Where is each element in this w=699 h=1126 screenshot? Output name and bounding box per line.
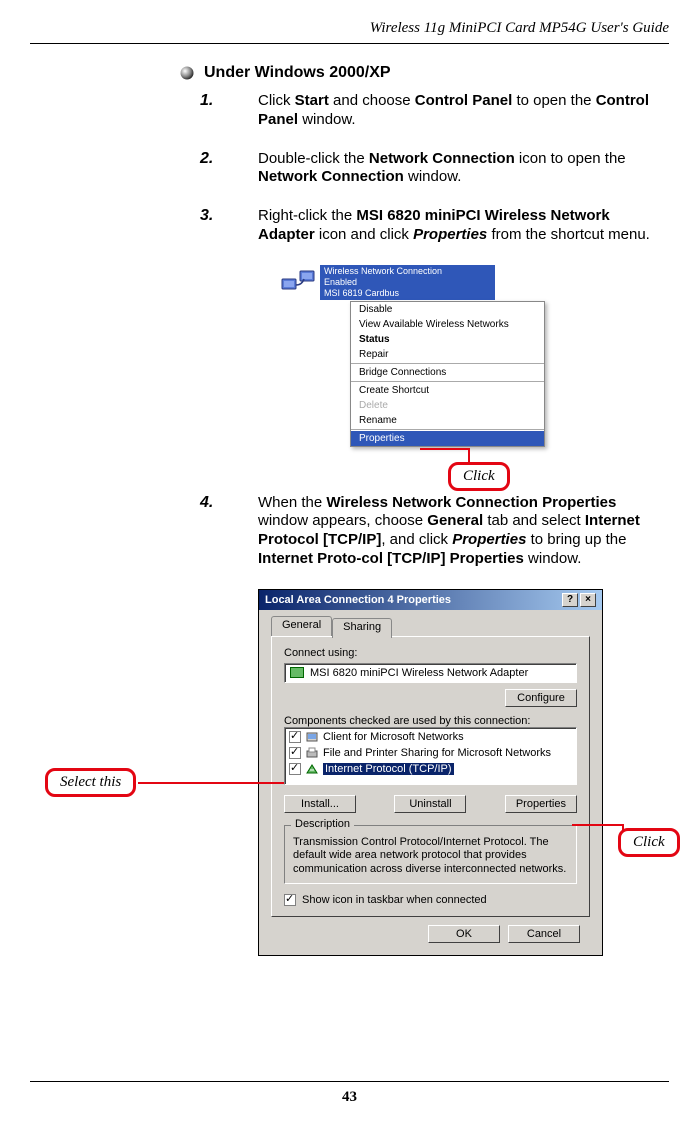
step-1: 1. Click Start and choose Control Panel … — [200, 92, 659, 130]
header-title: Wireless 11g MiniPCI Card MP54G User's G… — [0, 0, 699, 43]
menu-item-properties[interactable]: Properties — [351, 431, 544, 446]
checkbox-icon[interactable] — [289, 747, 301, 759]
components-label: Components checked are used by this conn… — [284, 715, 577, 727]
menu-item-repair[interactable]: Repair — [351, 347, 544, 362]
step-3: 3. Right-click the MSI 6820 miniPCI Wire… — [200, 207, 659, 245]
tabs: General Sharing — [271, 616, 590, 636]
description-label: Description — [291, 818, 354, 830]
step-body: When the Wireless Network Connection Pro… — [258, 494, 659, 569]
step-num: 3. — [200, 207, 218, 245]
ok-button[interactable]: OK — [428, 925, 500, 943]
tab-general[interactable]: General — [271, 616, 332, 636]
help-button[interactable]: ? — [562, 593, 578, 607]
footer-rule — [30, 1081, 669, 1082]
step-num: 1. — [200, 92, 218, 130]
menu-item-status[interactable]: Status — [351, 332, 544, 347]
properties-dialog-figure: Local Area Connection 4 Properties ? × G… — [258, 589, 603, 956]
menu-item-delete: Delete — [351, 398, 544, 413]
component-tcpip[interactable]: Internet Protocol (TCP/IP) — [287, 761, 574, 777]
menu-item-view-networks[interactable]: View Available Wireless Networks — [351, 317, 544, 332]
description-group: Description Transmission Control Protoco… — [284, 825, 577, 884]
menu-separator — [351, 429, 544, 430]
step-body: Double-click the Network Connection icon… — [258, 150, 659, 188]
dialog-footer: OK Cancel — [271, 917, 590, 943]
section-heading-row: Under Windows 2000/XP — [180, 64, 659, 82]
section-heading: Under Windows 2000/XP — [204, 64, 391, 82]
step-body: Right-click the MSI 6820 miniPCI Wireles… — [258, 207, 659, 245]
protocol-icon — [305, 762, 319, 776]
configure-button[interactable]: Configure — [505, 689, 577, 707]
adapter-field: MSI 6820 miniPCI Wireless Network Adapte… — [284, 663, 577, 683]
network-adapter-icon — [280, 265, 320, 299]
step-2: 2. Double-click the Network Connection i… — [200, 150, 659, 188]
components-list: Client for Microsoft Networks File and P… — [284, 727, 577, 785]
nic-icon — [290, 667, 304, 678]
show-icon-row: Show icon in taskbar when connected — [284, 894, 577, 906]
content: Under Windows 2000/XP 1. Click Start and… — [0, 44, 699, 956]
sphere-icon — [180, 66, 194, 80]
properties-dialog: Local Area Connection 4 Properties ? × G… — [258, 589, 603, 956]
menu-item-rename[interactable]: Rename — [351, 413, 544, 428]
adapter-name: MSI 6820 miniPCI Wireless Network Adapte… — [310, 667, 528, 679]
menu-separator — [351, 381, 544, 382]
step-4: 4. When the Wireless Network Connection … — [200, 494, 659, 569]
menu-item-disable[interactable]: Disable — [351, 302, 544, 317]
client-icon — [305, 730, 319, 744]
show-icon-label: Show icon in taskbar when connected — [302, 894, 487, 906]
step-body: Click Start and choose Control Panel to … — [258, 92, 659, 130]
step-num: 2. — [200, 150, 218, 188]
menu-item-bridge[interactable]: Bridge Connections — [351, 365, 544, 380]
cancel-button[interactable]: Cancel — [508, 925, 580, 943]
close-button[interactable]: × — [580, 593, 596, 607]
menu-item-create-shortcut[interactable]: Create Shortcut — [351, 383, 544, 398]
checkbox-icon[interactable] — [289, 763, 301, 775]
show-icon-checkbox[interactable] — [284, 894, 296, 906]
component-file-print[interactable]: File and Printer Sharing for Microsoft N… — [287, 745, 574, 761]
checkbox-icon[interactable] — [289, 731, 301, 743]
context-menu: Disable View Available Wireless Networks… — [350, 301, 545, 447]
connection-banner: Wireless Network Connection Enabled MSI … — [320, 265, 495, 300]
connect-using-label: Connect using: — [284, 647, 577, 659]
tab-sharing[interactable]: Sharing — [332, 618, 392, 638]
component-buttons: Install... Uninstall Properties — [284, 795, 577, 813]
uninstall-button[interactable]: Uninstall — [394, 795, 466, 813]
service-icon — [305, 746, 319, 760]
menu-separator — [351, 363, 544, 364]
component-client[interactable]: Client for Microsoft Networks — [287, 729, 574, 745]
properties-button[interactable]: Properties — [505, 795, 577, 813]
description-text: Transmission Control Protocol/Internet P… — [293, 836, 568, 877]
install-button[interactable]: Install... — [284, 795, 356, 813]
step-num: 4. — [200, 494, 218, 569]
context-menu-figure: Wireless Network Connection Enabled MSI … — [280, 265, 550, 480]
tab-panel: Connect using: MSI 6820 miniPCI Wireless… — [271, 636, 590, 917]
dialog-titlebar: Local Area Connection 4 Properties ? × — [259, 590, 602, 610]
page-number: 43 — [0, 1089, 699, 1106]
dialog-title: Local Area Connection 4 Properties — [265, 594, 451, 606]
